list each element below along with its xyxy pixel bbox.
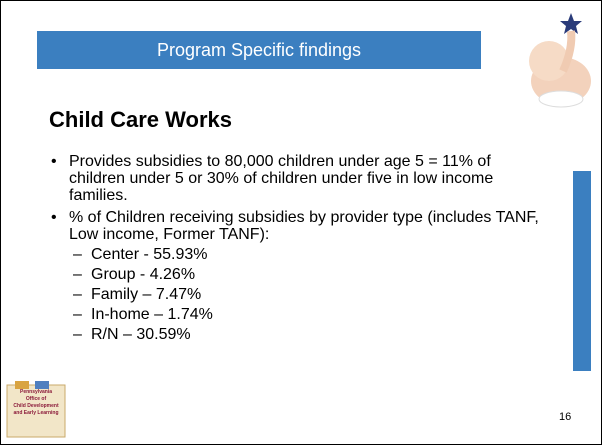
bullet-text: % of Children receiving subsidies by pro… (69, 209, 539, 243)
bullet-list: Provides subsidies to 80,000 children un… (49, 153, 549, 348)
banner: Program Specific findings (37, 31, 481, 69)
logo-line: Pennsylvania (20, 389, 52, 395)
sub-list: Center - 55.93% Group - 4.26% Family – 7.4… (69, 246, 549, 343)
sub-bullet: Center - 55.93% (69, 246, 549, 263)
logo (6, 381, 66, 438)
bullet-text: Provides subsidies to 80,000 children un… (69, 153, 494, 204)
bullet: Provides subsidies to 80,000 children un… (49, 153, 549, 204)
bullet: % of Children receiving subsidies by pro… (49, 209, 549, 343)
page-number: 16 (559, 411, 572, 423)
side-bar (573, 171, 591, 371)
logo-line: and Early Learning (13, 410, 59, 416)
sub-bullet: In-home – 1.74% (69, 306, 549, 323)
baby-image (529, 13, 591, 108)
logo-text: Pennsylvania Office of Child Development an… (7, 389, 65, 417)
sub-bullet: Group - 4.26% (69, 266, 549, 283)
sub-bullet: R/N – 30.59% (69, 326, 549, 343)
sub-bullet: Family – 7.47% (69, 286, 549, 303)
logo-line: Office of (25, 396, 47, 402)
heading: Child Care Works (49, 107, 232, 132)
logo-line: Child Development (13, 403, 59, 409)
